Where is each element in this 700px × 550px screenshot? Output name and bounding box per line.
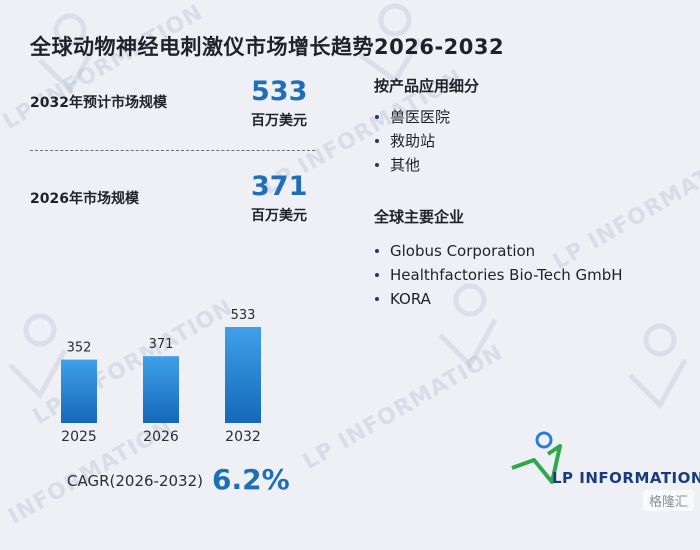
list-item: 兽医医院 (374, 105, 450, 129)
x-tick-label: 2032 (225, 429, 261, 445)
bar-value-label: 371 (149, 337, 174, 352)
list-item: 救助站 (374, 129, 450, 153)
x-tick-label: 2025 (61, 429, 97, 445)
logo-text: LP INFORMATION (552, 469, 700, 487)
list-item: 其他 (374, 153, 450, 177)
bar-2025 (61, 359, 97, 423)
list-item: KORA (374, 287, 623, 311)
logo-circle-icon (535, 431, 553, 449)
list-item: Globus Corporation (374, 239, 623, 263)
metric-divider (30, 150, 315, 151)
companies-list: Globus Corporation Healthfactories Bio-T… (374, 239, 623, 311)
metric-label-2032: 2032年预计市场规模 (30, 95, 167, 111)
segments-title: 按产品应用细分 (374, 77, 480, 95)
metric-value-2026: 371 (251, 171, 308, 202)
metric-unit-2026: 百万美元 (251, 208, 307, 224)
cagr-label: CAGR(2026-2032) (67, 472, 203, 490)
lp-information-logo (511, 431, 562, 484)
segments-list: 兽医医院 救助站 其他 (374, 105, 450, 177)
bar-chart: 352 2025 371 2026 533 2032 (61, 308, 261, 445)
bar-2026 (143, 356, 179, 423)
logo-mark-icon (511, 444, 562, 484)
page-title: 全球动物神经电刺激仪市场增长趋势2026-2032 (30, 35, 505, 59)
metric-unit-2032: 百万美元 (251, 113, 307, 129)
corner-badge: 格隆汇 (642, 490, 694, 511)
companies-title: 全球主要企业 (374, 208, 465, 226)
watermark-text: LP INFORMATION (298, 340, 508, 475)
watermark-text: LP INFORMATION (0, 0, 208, 135)
list-item: Healthfactories Bio-Tech GmbH (374, 263, 623, 287)
bar-value-label: 352 (67, 341, 92, 356)
cagr-value: 6.2% (212, 463, 290, 496)
bar-value-label: 533 (231, 308, 256, 323)
bar-2032 (225, 327, 261, 423)
x-tick-label: 2026 (143, 429, 179, 445)
metric-label-2026: 2026年市场规模 (30, 191, 139, 207)
metric-value-2032: 533 (251, 76, 308, 107)
